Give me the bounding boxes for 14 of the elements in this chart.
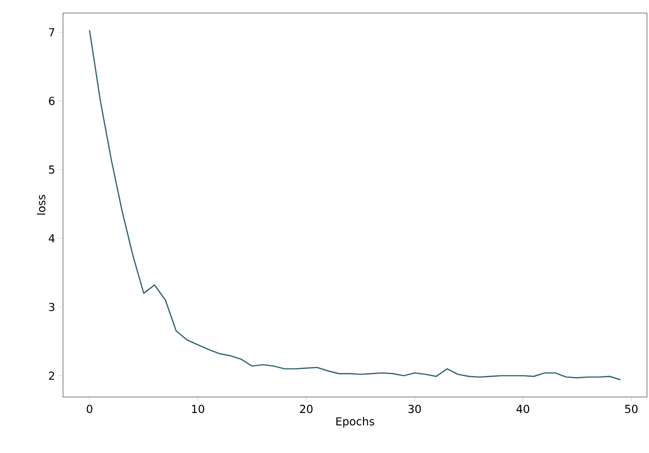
- y-tick-label: 5: [49, 166, 54, 174]
- y-tick-label: 6: [48, 96, 55, 106]
- y-tick-label: 4: [48, 234, 55, 242]
- y-axis-title: loss: [36, 194, 46, 215]
- x-axis-title: Epochs: [336, 416, 374, 428]
- x-tick-label: 50: [625, 404, 638, 414]
- x-tick-label: 10: [192, 404, 204, 414]
- x-tick-label: 0: [86, 404, 92, 414]
- x-tick-label: 20: [300, 404, 312, 414]
- y-tick-label: 3: [49, 302, 54, 312]
- x-tick-label: 40: [516, 404, 530, 414]
- y-tick-label: 7: [49, 28, 54, 36]
- x-tick-label: 30: [408, 404, 421, 414]
- y-tick-label: 2: [49, 372, 54, 380]
